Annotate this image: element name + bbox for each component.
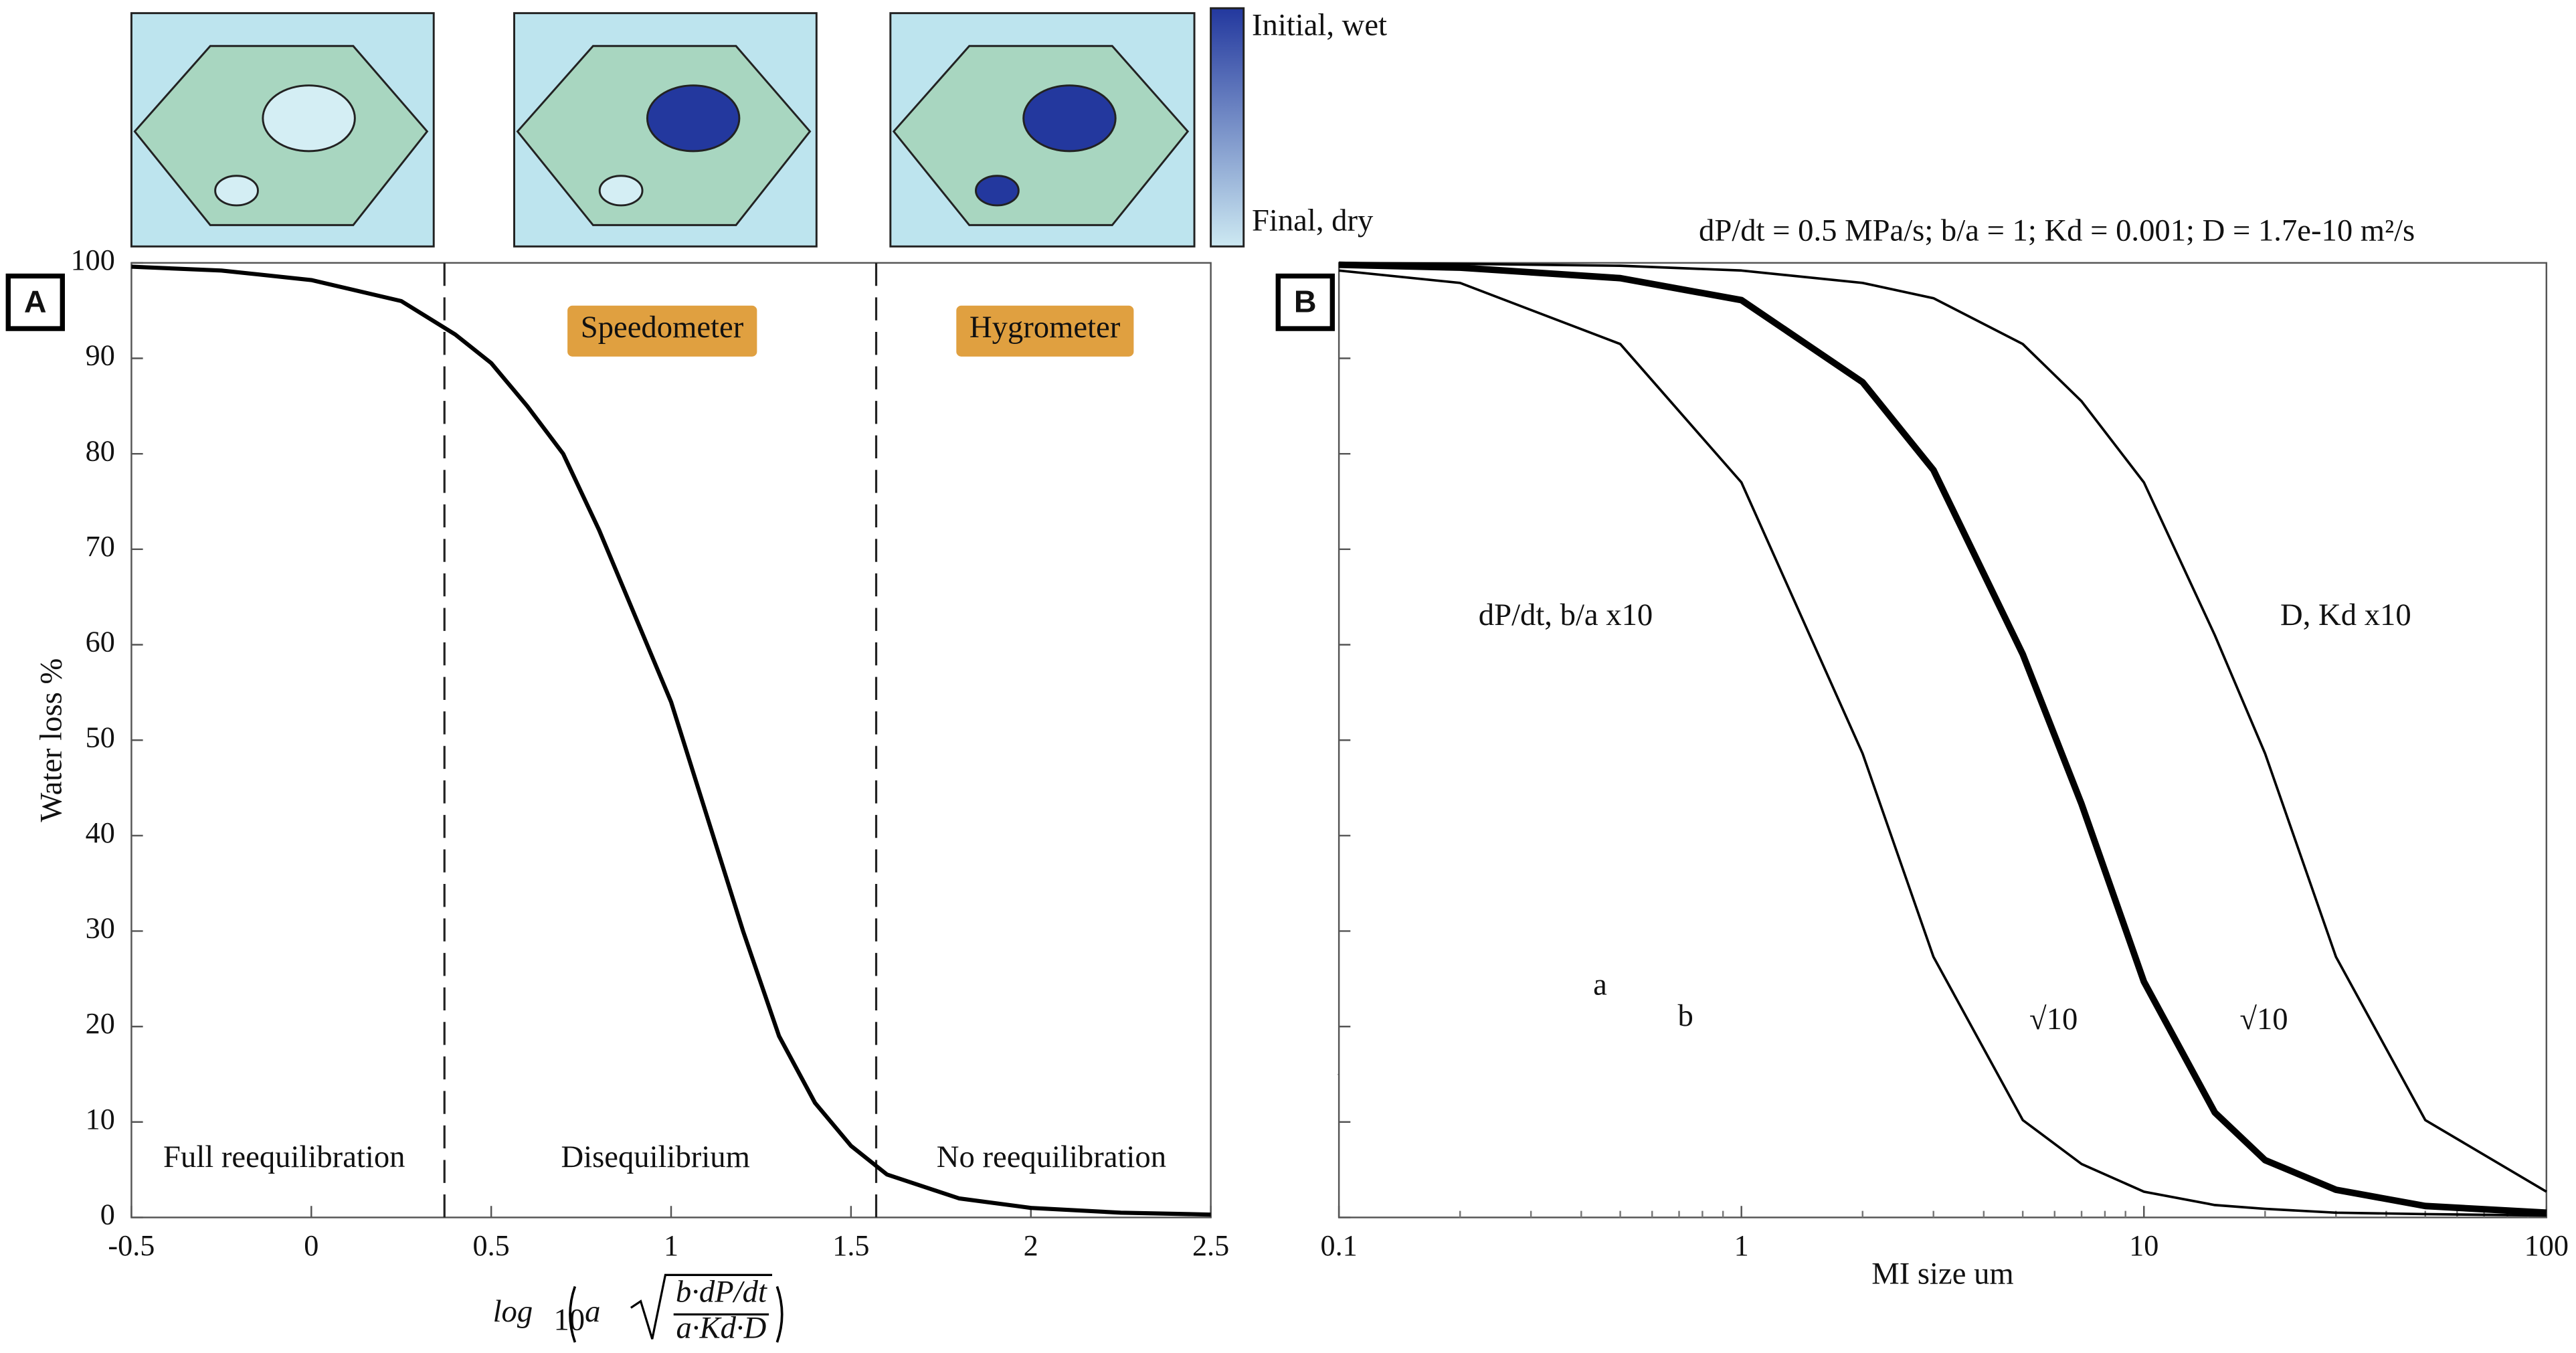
data-line <box>131 264 1211 1217</box>
y-tick-label: 60 <box>86 626 115 658</box>
annotation: Hygrometer <box>970 310 1121 345</box>
y-tick-label: 10 <box>86 1103 115 1136</box>
x-tick-label: 2 <box>1024 1229 1038 1262</box>
y-tick-label: 50 <box>86 721 115 753</box>
y-tick-label: 70 <box>86 530 115 563</box>
panel-label-box <box>1275 273 1335 331</box>
annotation: dP/dt, b/a x10 <box>1479 598 1653 632</box>
panel-label: B <box>1294 284 1317 319</box>
y-tick-label: 0 <box>100 1198 115 1231</box>
thumbnails <box>130 7 1245 248</box>
annotation: √10 <box>2029 1002 2078 1036</box>
x-tick-label: -0.5 <box>108 1229 155 1262</box>
y-tick-label: 80 <box>86 434 115 467</box>
plot-area <box>130 262 1212 1219</box>
x-tick-label: 1.5 <box>832 1229 869 1262</box>
annotation-box <box>956 305 1134 357</box>
annotation: b <box>1678 998 1693 1033</box>
x-tick-label: 2.5 <box>1192 1229 1229 1262</box>
data-line <box>1339 262 2547 1193</box>
x-label-num: b·dP/dt <box>676 1275 767 1310</box>
x-label-fn: log <box>493 1294 533 1329</box>
panel-label-box <box>5 273 65 331</box>
colorbar-label: Initial, wet <box>1252 7 1387 42</box>
y-tick-label: 20 <box>86 1007 115 1040</box>
annotation: √10 <box>2239 1002 2288 1036</box>
data-line <box>1338 269 2547 1217</box>
y-tick-label: 30 <box>86 912 115 945</box>
x-axis-label: MI size um <box>1871 1257 2013 1291</box>
annotation: No reequilibration <box>937 1140 1166 1174</box>
x-label-den: a·Kd·D <box>676 1311 767 1346</box>
annotation: D, Kd x10 <box>2280 598 2411 632</box>
x-tick-label: 1 <box>664 1229 678 1262</box>
x-tick-label: 0.5 <box>473 1229 510 1262</box>
x-tick-label: 100 <box>2524 1229 2569 1262</box>
data-line <box>1339 261 2547 1216</box>
annotation: Disequilibrium <box>561 1140 749 1174</box>
y-tick-label: 90 <box>86 339 115 372</box>
panel-label: A <box>24 284 47 319</box>
annotation: Full reequilibration <box>163 1140 405 1174</box>
chart-title: dP/dt = 0.5 MPa/s; b/a = 1; Kd = 0.001; … <box>1699 213 2415 248</box>
sqrt-sign <box>630 1273 773 1340</box>
x-tick-label: 1 <box>1734 1229 1749 1262</box>
y-tick-label: 40 <box>86 816 115 849</box>
y-tick-label: 100 <box>71 244 115 276</box>
x-tick-label: 0 <box>304 1229 318 1262</box>
x-tick-label: 0.1 <box>1320 1229 1357 1262</box>
paren <box>569 1285 784 1343</box>
annotation: Speedometer <box>581 310 744 345</box>
y-axis-label: Water loss % <box>34 658 69 822</box>
x-axis-label: log 10 ab·dP/dta·Kd·D <box>493 1273 784 1346</box>
x-label-arg: a <box>585 1294 600 1329</box>
colorbar-label: Final, dry <box>1252 203 1374 238</box>
plot-area <box>1338 262 2548 1219</box>
annotation: a <box>1593 967 1607 1002</box>
x-tick-label: 10 <box>2129 1229 2158 1262</box>
annotation-box <box>567 305 757 357</box>
